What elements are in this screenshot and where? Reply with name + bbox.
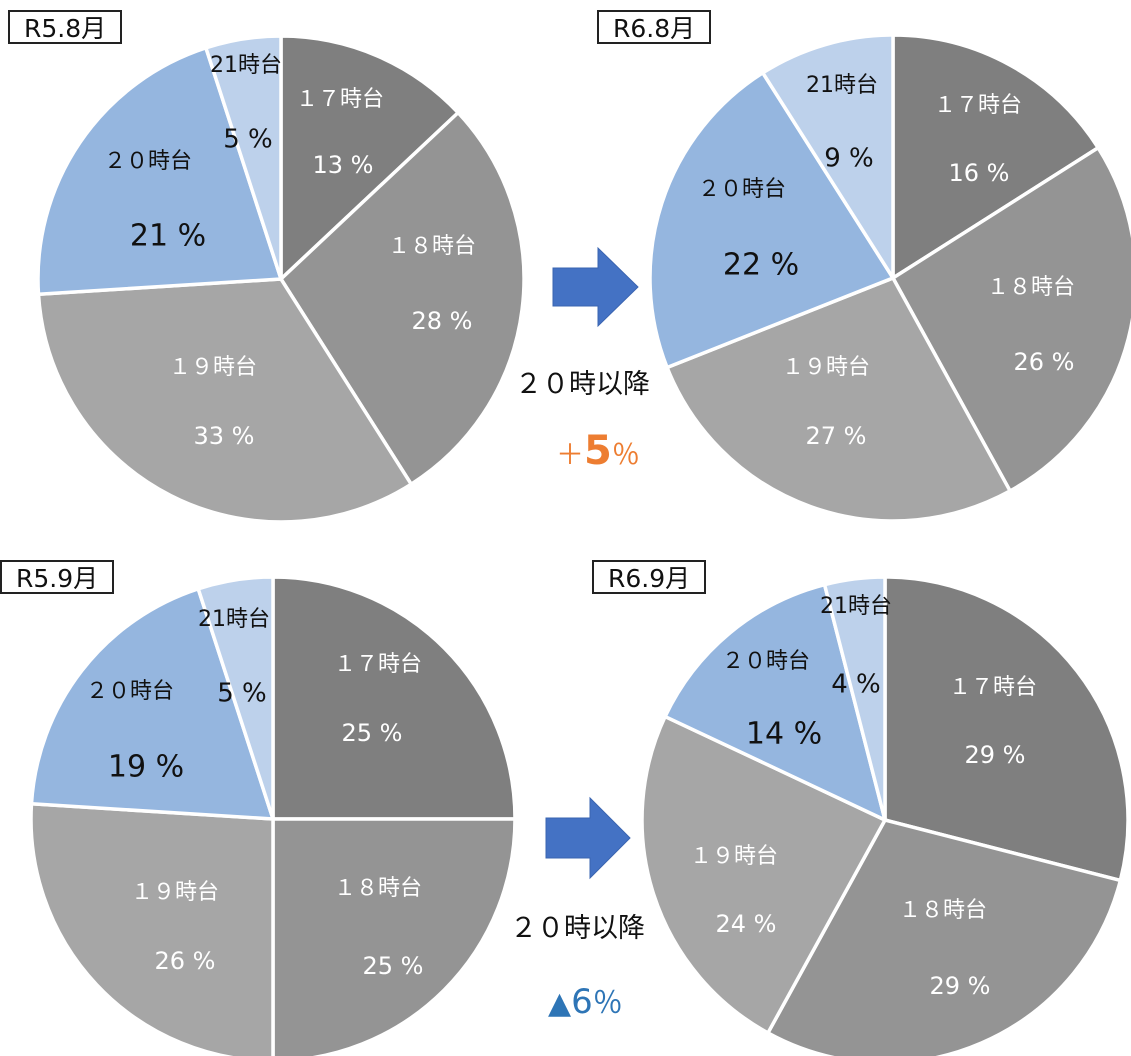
- pie-slice: [196, 575, 275, 821]
- slice-category-label: １９時台: [690, 844, 778, 869]
- slice-value-label: 26 %: [1014, 348, 1075, 376]
- slice-value-label: 14 %: [746, 717, 822, 752]
- pie-slice: [665, 276, 1012, 523]
- slice-value-label: 13 %: [313, 151, 374, 179]
- comparison-label-aug: ２０時以降: [515, 369, 650, 400]
- slice-value-label: 29 %: [965, 741, 1026, 769]
- change-value-sep: ▲6％: [548, 978, 623, 1022]
- slice-value-label: 33 %: [194, 422, 255, 450]
- slice-category-label: １９時台: [131, 880, 219, 905]
- right-arrow-icon: [545, 796, 631, 880]
- slice-category-label: １９時台: [169, 355, 257, 380]
- pie-slice: [891, 146, 1131, 493]
- pie-slice: [648, 71, 895, 370]
- pie-slice: [640, 714, 887, 1035]
- pie-slice: [279, 34, 460, 281]
- slice-category-label: ２０時台: [698, 177, 786, 202]
- slice-value-label: 5 %: [217, 679, 267, 709]
- change-number: 5: [584, 428, 612, 474]
- pie-chart-r6-aug: １７時台 16 % １８時台 26 % １９時台 27 % ２０時台 22 % 21時台 9 %: [648, 33, 1131, 523]
- slice-value-label: 19 %: [108, 750, 184, 785]
- pie-slice: [36, 46, 283, 297]
- chart-title-r6-sep: R6.9月: [592, 560, 707, 594]
- slice-value-label: 5 %: [223, 125, 273, 155]
- change-sign: ＋: [556, 438, 585, 471]
- slice-value-label: 28 %: [412, 307, 473, 335]
- slice-category-label: 21時台: [820, 594, 892, 619]
- pie-slice: [822, 575, 887, 822]
- slice-category-label: １８時台: [987, 275, 1075, 300]
- slice-category-label: １８時台: [899, 898, 987, 923]
- slice-value-label: 9 %: [824, 144, 874, 174]
- slice-category-label: １７時台: [296, 87, 384, 112]
- pie-slice: [883, 575, 1130, 883]
- slice-category-label: １９時台: [782, 355, 870, 380]
- pie-slice: [279, 110, 526, 486]
- slice-value-label: 16 %: [949, 159, 1010, 187]
- change-number: 6: [571, 982, 593, 1022]
- chart-title-r6-aug: R6.8月: [597, 10, 712, 44]
- change-sign: ▲: [548, 986, 572, 1021]
- slice-value-label: 22 %: [723, 248, 799, 283]
- right-arrow-icon: [552, 246, 639, 328]
- slice-category-label: 21時台: [198, 607, 270, 632]
- slice-value-label: 25 %: [342, 719, 403, 747]
- pie-chart-r5-aug: １７時台 13 % １８時台 28 % １９時台 33 % ２０時台 21 % 21時台 5 %: [36, 34, 526, 524]
- slice-value-label: 29 %: [930, 972, 991, 1000]
- chart-title-r5-aug: R5.8月: [8, 10, 123, 44]
- pie-slice: [891, 33, 1100, 280]
- slice-value-label: 4 %: [831, 670, 881, 700]
- pie-slice: [761, 33, 895, 280]
- pie-chart-r6-sep: １７時台 29 % １８時台 29 % １９時台 24 % ２０時台 14 % 21時台 4 %: [640, 575, 1130, 1056]
- slice-category-label: ２０時台: [722, 649, 810, 674]
- pie-slice: [29, 802, 275, 1056]
- slice-category-label: １７時台: [949, 675, 1037, 700]
- slice-category-label: １７時台: [334, 652, 422, 677]
- slice-category-label: 21時台: [806, 73, 878, 98]
- change-unit: ％: [592, 986, 623, 1021]
- chart-title-r5-sep: R5.9月: [0, 560, 115, 594]
- slice-value-label: 24 %: [716, 910, 777, 938]
- pie-slice: [766, 818, 1123, 1056]
- pie-slice: [663, 582, 887, 822]
- slice-value-label: 26 %: [155, 947, 216, 975]
- slice-category-label: １８時台: [388, 234, 476, 259]
- change-unit: ％: [611, 438, 640, 471]
- pie-slice: [204, 34, 283, 281]
- slice-category-label: ２０時台: [104, 149, 192, 174]
- pie-chart-r5-sep: １７時台 25 % １８時台 25 % １９時台 26 % ２０時台 19 % 21時台 5 %: [29, 575, 517, 1056]
- slice-value-label: 27 %: [806, 422, 867, 450]
- slice-category-label: 21時台: [210, 53, 282, 78]
- pie-slice: [29, 587, 275, 821]
- pie-slice: [271, 817, 517, 1056]
- pie-slice: [271, 575, 517, 821]
- slice-value-label: 25 %: [363, 952, 424, 980]
- slice-category-label: １８時台: [334, 876, 422, 901]
- pie-slice: [36, 277, 413, 524]
- comparison-label-sep: ２０時以降: [510, 913, 645, 944]
- slice-category-label: ２０時台: [86, 679, 174, 704]
- change-value-aug: ＋5％: [556, 428, 640, 474]
- slice-value-label: 21 %: [130, 219, 206, 254]
- slice-category-label: １７時台: [934, 93, 1022, 118]
